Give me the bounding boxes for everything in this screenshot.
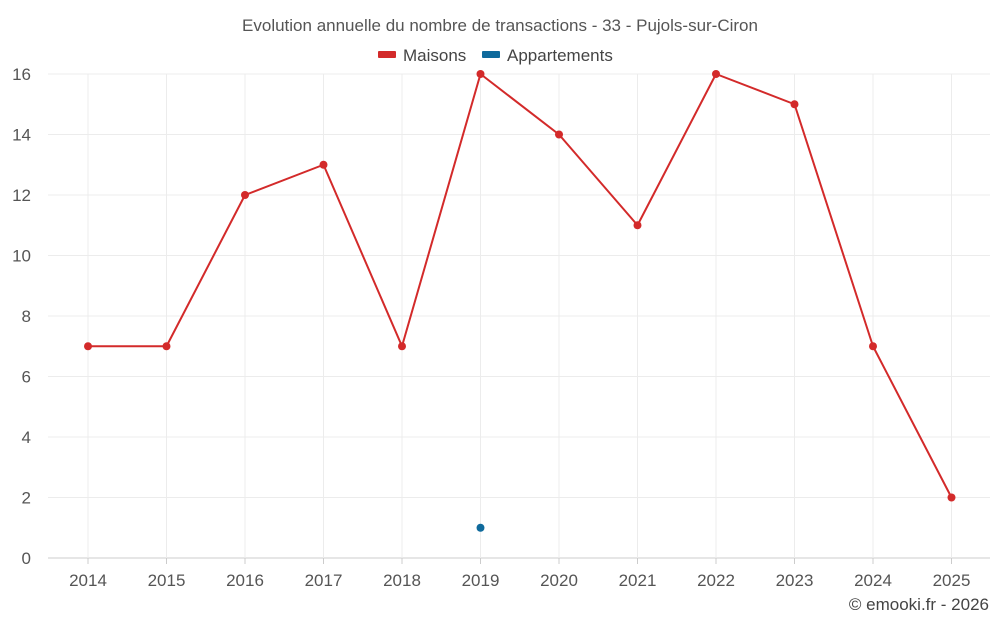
legend-item-maisons[interactable]: Maisons (378, 46, 466, 65)
y-tick-label: 4 (22, 428, 31, 447)
series-layer (84, 70, 956, 532)
x-tick-label: 2017 (305, 571, 343, 590)
x-tick-label: 2018 (383, 571, 421, 590)
x-tick-label: 2015 (148, 571, 186, 590)
x-tick-label: 2024 (854, 571, 892, 590)
x-tick-label: 2023 (776, 571, 814, 590)
legend-swatch-appartements (482, 51, 500, 58)
legend: Maisons Appartements (378, 46, 613, 65)
data-point-maisons-2018[interactable] (398, 342, 406, 351)
legend-label-appartements: Appartements (507, 46, 613, 65)
x-tick-label: 2021 (619, 571, 657, 590)
x-tick-label: 2022 (697, 571, 735, 590)
data-point-maisons-2020[interactable] (555, 130, 563, 139)
y-tick-label: 0 (22, 549, 31, 568)
data-point-maisons-2022[interactable] (712, 70, 720, 78)
x-tick-label: 2016 (226, 571, 264, 590)
legend-item-appartements[interactable]: Appartements (482, 46, 613, 65)
chart-title: Evolution annuelle du nombre de transact… (242, 16, 758, 35)
y-tick-label: 16 (12, 65, 31, 84)
data-point-maisons-2016[interactable] (241, 191, 249, 199)
data-point-maisons-2017[interactable] (319, 160, 328, 169)
legend-label-maisons: Maisons (403, 46, 466, 65)
y-tick-label: 8 (22, 307, 31, 326)
data-point-maisons-2014[interactable] (84, 342, 92, 351)
data-point-maisons-2024[interactable] (869, 342, 877, 351)
y-tick-label: 6 (22, 368, 31, 387)
data-point-appartements-2019[interactable] (476, 523, 485, 532)
x-tick-label: 2025 (933, 571, 971, 590)
x-tick-label: 2019 (462, 571, 500, 590)
x-tick-label: 2014 (69, 571, 107, 590)
data-point-maisons-2019[interactable] (476, 70, 485, 78)
grid (48, 73, 990, 559)
y-tick-label: 12 (12, 186, 31, 205)
x-tick-label: 2020 (540, 571, 578, 590)
y-tick-label: 14 (12, 126, 31, 145)
y-tick-label: 10 (12, 247, 31, 266)
series-line-maisons (88, 73, 953, 498)
legend-swatch-maisons (378, 51, 396, 58)
credit-text: © emooki.fr - 2026 (849, 595, 989, 614)
data-point-maisons-2021[interactable] (633, 221, 642, 230)
y-tick-label: 2 (22, 489, 31, 508)
axes: 0 2 4 6 8 10 12 14 16 2014 2015 2016 2017 2018 2019 202… (12, 65, 970, 590)
data-point-maisons-2025[interactable] (947, 493, 956, 502)
data-point-maisons-2015[interactable] (162, 342, 171, 351)
data-point-maisons-2023[interactable] (790, 100, 799, 109)
